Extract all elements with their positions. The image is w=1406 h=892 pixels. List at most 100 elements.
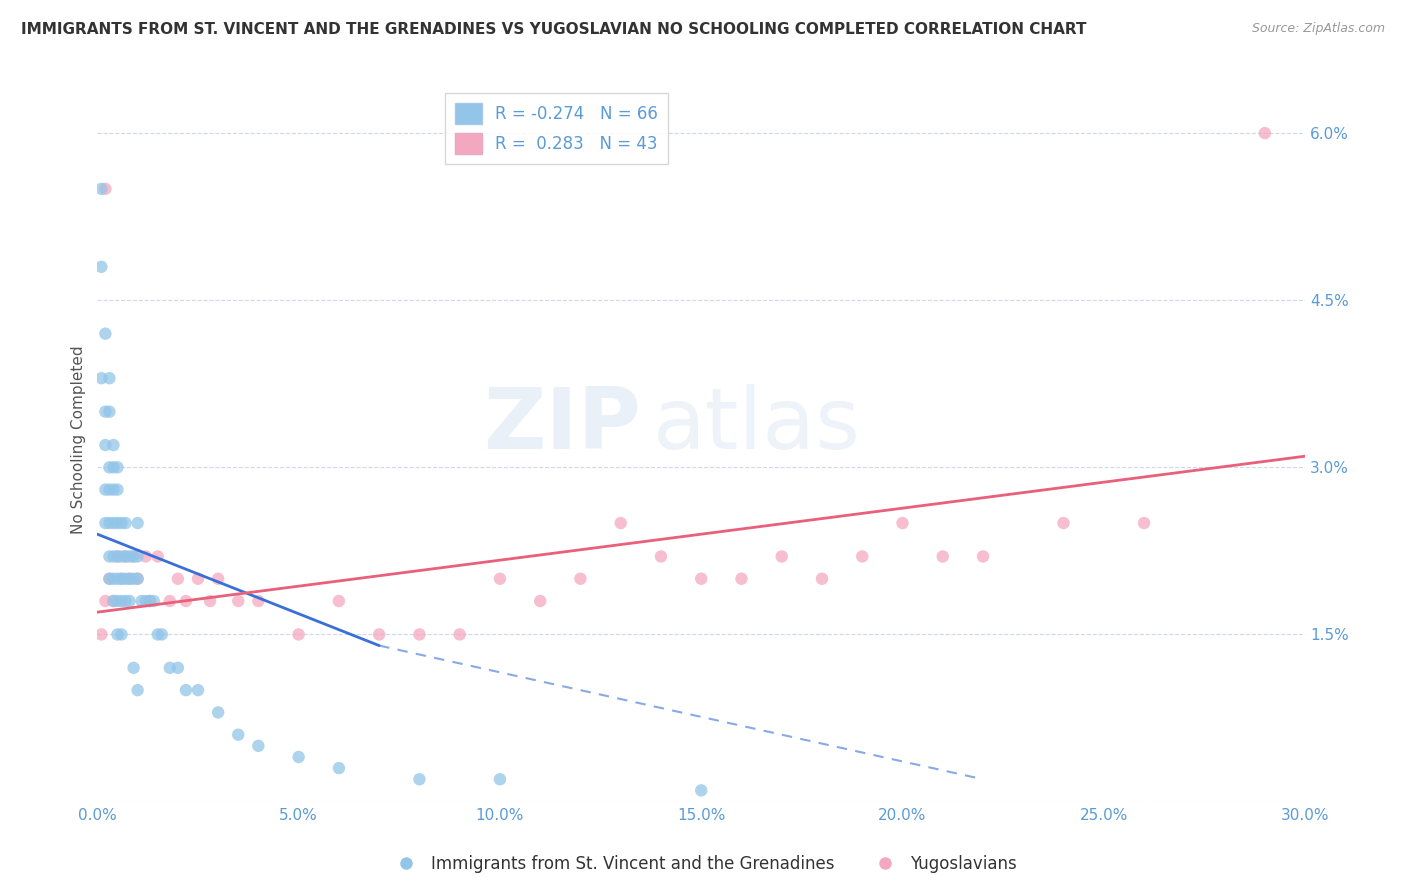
- Point: [94, 404, 117, 418]
- Point: [174, 594, 197, 608]
- Point: [107, 549, 129, 564]
- Point: [107, 627, 129, 641]
- Point: [98, 371, 121, 385]
- Point: [114, 572, 136, 586]
- Point: [107, 516, 129, 530]
- Point: [328, 761, 350, 775]
- Point: [107, 594, 129, 608]
- Point: [103, 549, 125, 564]
- Point: [127, 516, 149, 530]
- Text: ZIP: ZIP: [484, 384, 641, 467]
- Point: [110, 516, 132, 530]
- Point: [107, 572, 129, 586]
- Point: [690, 572, 713, 586]
- Point: [107, 483, 129, 497]
- Point: [226, 728, 249, 742]
- Point: [114, 594, 136, 608]
- Point: [167, 572, 190, 586]
- Point: [1052, 516, 1074, 530]
- Point: [114, 549, 136, 564]
- Point: [138, 594, 160, 608]
- Point: [187, 572, 209, 586]
- Point: [122, 572, 145, 586]
- Point: [122, 661, 145, 675]
- Point: [98, 483, 121, 497]
- Point: [135, 594, 157, 608]
- Point: [98, 572, 121, 586]
- Point: [146, 549, 169, 564]
- Point: [114, 516, 136, 530]
- Point: [489, 572, 512, 586]
- Point: [449, 627, 471, 641]
- Point: [103, 594, 125, 608]
- Point: [110, 594, 132, 608]
- Text: Source: ZipAtlas.com: Source: ZipAtlas.com: [1251, 22, 1385, 36]
- Point: [94, 483, 117, 497]
- Point: [90, 371, 112, 385]
- Point: [103, 460, 125, 475]
- Point: [159, 661, 181, 675]
- Point: [131, 594, 153, 608]
- Point: [287, 750, 309, 764]
- Point: [103, 516, 125, 530]
- Point: [174, 683, 197, 698]
- Point: [107, 549, 129, 564]
- Point: [98, 572, 121, 586]
- Point: [122, 549, 145, 564]
- Point: [90, 182, 112, 196]
- Point: [90, 627, 112, 641]
- Point: [408, 772, 430, 787]
- Point: [159, 594, 181, 608]
- Point: [118, 549, 141, 564]
- Legend: Immigrants from St. Vincent and the Grenadines, Yugoslavians: Immigrants from St. Vincent and the Gren…: [382, 848, 1024, 880]
- Point: [609, 516, 631, 530]
- Point: [146, 627, 169, 641]
- Point: [408, 627, 430, 641]
- Point: [569, 572, 592, 586]
- Point: [94, 516, 117, 530]
- Point: [247, 594, 270, 608]
- Point: [118, 572, 141, 586]
- Point: [811, 572, 834, 586]
- Point: [110, 572, 132, 586]
- Point: [142, 594, 165, 608]
- Point: [851, 549, 873, 564]
- Point: [103, 483, 125, 497]
- Point: [932, 549, 955, 564]
- Text: atlas: atlas: [652, 384, 860, 467]
- Point: [1254, 126, 1277, 140]
- Point: [730, 572, 752, 586]
- Point: [891, 516, 914, 530]
- Point: [650, 549, 672, 564]
- Point: [127, 549, 149, 564]
- Point: [529, 594, 551, 608]
- Point: [98, 460, 121, 475]
- Point: [94, 594, 117, 608]
- Point: [489, 772, 512, 787]
- Y-axis label: No Schooling Completed: No Schooling Completed: [72, 345, 86, 533]
- Point: [138, 594, 160, 608]
- Point: [328, 594, 350, 608]
- Point: [690, 783, 713, 797]
- Point: [150, 627, 173, 641]
- Point: [1133, 516, 1156, 530]
- Point: [94, 182, 117, 196]
- Point: [207, 572, 229, 586]
- Legend: R = -0.274   N = 66, R =  0.283   N = 43: R = -0.274 N = 66, R = 0.283 N = 43: [444, 93, 668, 164]
- Point: [207, 706, 229, 720]
- Point: [135, 549, 157, 564]
- Point: [187, 683, 209, 698]
- Point: [114, 549, 136, 564]
- Point: [127, 572, 149, 586]
- Point: [122, 549, 145, 564]
- Point: [972, 549, 994, 564]
- Point: [226, 594, 249, 608]
- Point: [94, 326, 117, 341]
- Point: [103, 572, 125, 586]
- Point: [90, 260, 112, 274]
- Text: IMMIGRANTS FROM ST. VINCENT AND THE GRENADINES VS YUGOSLAVIAN NO SCHOOLING COMPL: IMMIGRANTS FROM ST. VINCENT AND THE GREN…: [21, 22, 1087, 37]
- Point: [110, 572, 132, 586]
- Point: [287, 627, 309, 641]
- Point: [127, 683, 149, 698]
- Point: [98, 404, 121, 418]
